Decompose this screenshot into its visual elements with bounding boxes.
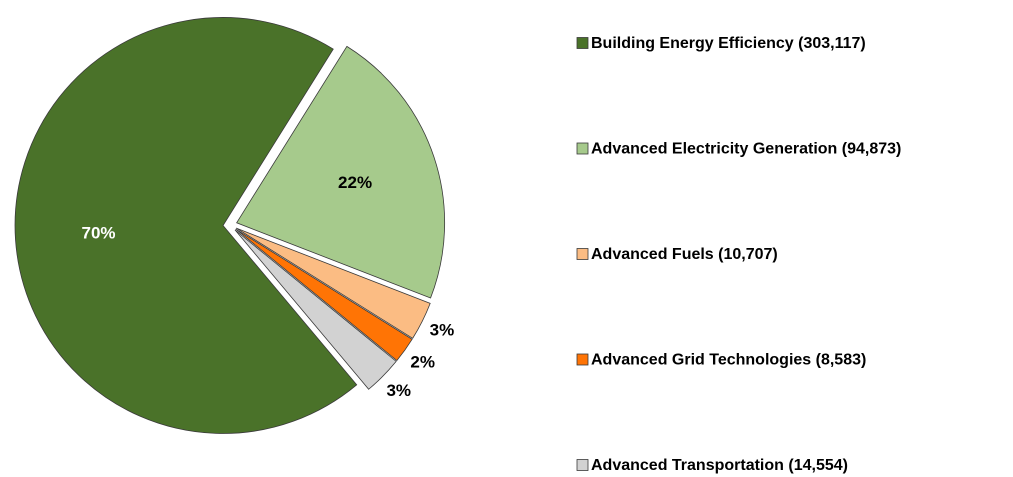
legend-label: Advanced Fuels (10,707) xyxy=(591,246,778,263)
slice-label: 22% xyxy=(338,173,372,192)
slice-label: 70% xyxy=(82,224,116,243)
slice-label: 3% xyxy=(386,381,411,400)
pie-slice xyxy=(235,228,413,362)
pie-slice xyxy=(234,229,397,390)
legend-swatch xyxy=(576,142,589,155)
legend-swatch xyxy=(576,37,589,49)
slice-label: 2% xyxy=(410,352,435,371)
legend-swatch xyxy=(576,248,589,260)
legend-label: Advanced Grid Technologies (8,583) xyxy=(591,352,866,369)
legend-label: Building Energy Efficiency (303,117) xyxy=(591,35,866,52)
pie-slice xyxy=(14,17,358,434)
pie-slice xyxy=(236,227,431,339)
legend-label: Advanced Electricity Generation (94,873) xyxy=(591,141,901,158)
legend-label: Advanced Transportation (14,554) xyxy=(591,457,848,474)
slice-label: 3% xyxy=(430,321,455,340)
legend-swatch xyxy=(576,459,589,471)
pie-slice xyxy=(236,45,445,299)
legend-swatch xyxy=(576,353,589,366)
